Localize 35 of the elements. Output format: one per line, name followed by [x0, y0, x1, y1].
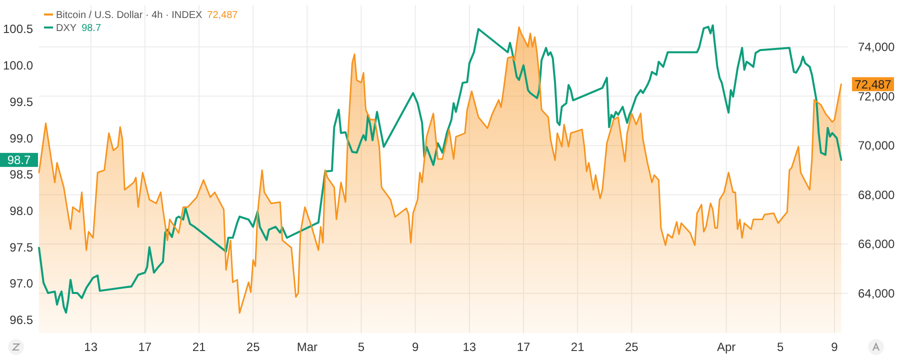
x-tick-label: 9	[831, 340, 838, 354]
y-tick-label: 100.0	[2, 58, 34, 73]
y-tick-label: 97.5	[10, 240, 34, 254]
y-tick-label: 100.5	[2, 22, 34, 36]
y-tick-label: 99.5	[10, 94, 34, 109]
x-tick-label: 5	[358, 340, 365, 354]
text: 98.7	[7, 153, 31, 168]
y2-tick-label: 70,000	[858, 138, 896, 153]
y-tick-label: 97.0	[10, 276, 34, 291]
x-tick-label: Apr	[716, 340, 736, 354]
y-tick-label: 98.5	[10, 168, 34, 182]
y-tick-label: 96.5	[10, 313, 34, 328]
x-tick-label: 13	[84, 340, 98, 354]
legend-label: Bitcoin / U.S. Dollar · 4h · INDEX	[56, 10, 202, 21]
y2-tick-label: 74,000	[858, 40, 896, 54]
x-tick-label: 17	[516, 340, 530, 354]
x-tick-label: 25	[624, 340, 639, 354]
x-tick-label: 17	[138, 340, 152, 354]
y2-tick-label: 66,000	[858, 237, 896, 252]
x-tick-label: Mar	[296, 340, 318, 354]
x-tick-label: 5	[777, 340, 784, 354]
y2-tick-label: 72,000	[858, 89, 896, 104]
y2-tick-label: 64,000	[858, 286, 896, 301]
y-tick-label: 98.0	[10, 204, 34, 218]
annotation: 72,487	[207, 10, 238, 21]
annotation: 98.7	[82, 23, 102, 34]
x-tick-label: 9	[412, 340, 419, 354]
text: 72,487	[854, 77, 892, 92]
legend-label: DXY	[56, 23, 77, 34]
y-tick-label: 99.0	[10, 131, 34, 146]
y2-tick-label: 68,000	[858, 188, 896, 202]
x-tick-label: 21	[570, 340, 585, 354]
x-tick-label: 25	[246, 340, 260, 354]
x-tick-label: 13	[462, 340, 476, 354]
x-tick-label: 21	[192, 340, 206, 354]
